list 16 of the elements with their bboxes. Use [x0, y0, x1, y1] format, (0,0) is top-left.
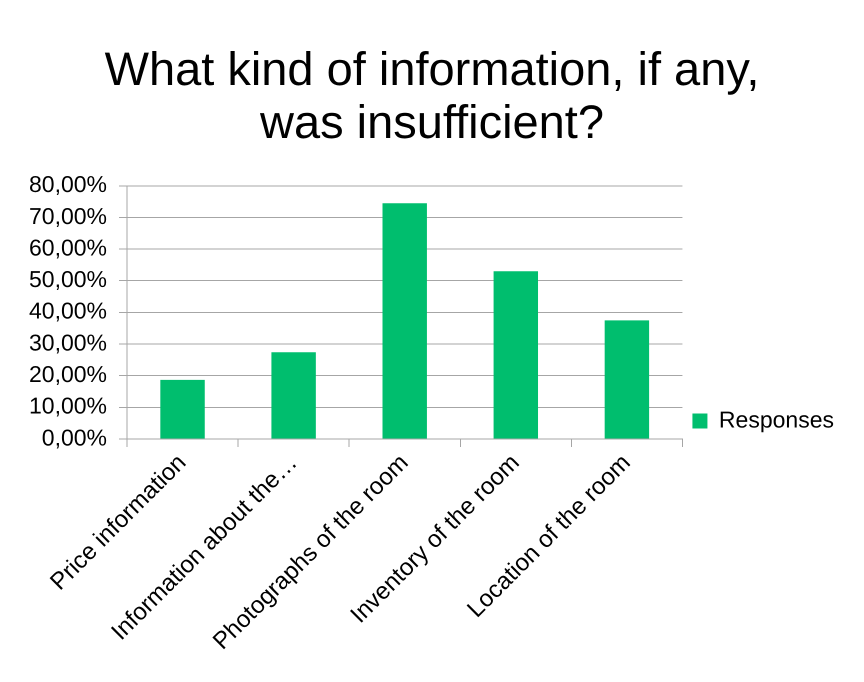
y-tick-label: 70,00% [28, 202, 107, 229]
legend-label: Responses [718, 406, 834, 432]
y-tick-label: 40,00% [28, 298, 107, 324]
bar [494, 271, 538, 438]
y-tick-label: 50,00% [28, 266, 107, 292]
y-tick-label: 20,00% [28, 361, 107, 388]
bar [382, 203, 427, 438]
y-tick-label: 80,00% [28, 171, 107, 198]
y-tick-label: 0,00% [42, 424, 107, 450]
bar [604, 320, 650, 438]
bar [160, 380, 205, 438]
y-tick-label: 30,00% [28, 329, 107, 356]
y-tick-label: 60,00% [28, 234, 107, 260]
chart-title: What kind of information, if any, was insufficient? [104, 42, 760, 148]
y-tick-label: 10,00% [28, 392, 107, 419]
bar [271, 352, 316, 438]
